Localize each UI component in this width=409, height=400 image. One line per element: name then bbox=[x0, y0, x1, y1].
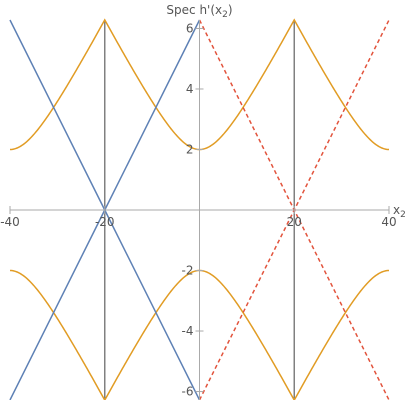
x-tick-label: 20 bbox=[287, 215, 302, 229]
y-tick-label: -4 bbox=[182, 324, 194, 338]
y-axis-label: Spec h'(x2) bbox=[166, 3, 232, 20]
x-tick-label: -20 bbox=[95, 215, 115, 229]
x-axis-label: x2 bbox=[393, 203, 406, 220]
ticks-layer: -40 -20 20 40 -6 -4 -2 2 4 6 bbox=[0, 21, 396, 398]
y-tick-label: 2 bbox=[186, 142, 194, 156]
x-tick-label: 40 bbox=[381, 215, 396, 229]
x-tick-label: -40 bbox=[0, 215, 20, 229]
y-tick-label: -2 bbox=[182, 264, 194, 278]
y-tick-label: -6 bbox=[182, 385, 194, 399]
y-tick-label: 6 bbox=[186, 21, 194, 35]
y-tick-label: 4 bbox=[186, 82, 194, 96]
